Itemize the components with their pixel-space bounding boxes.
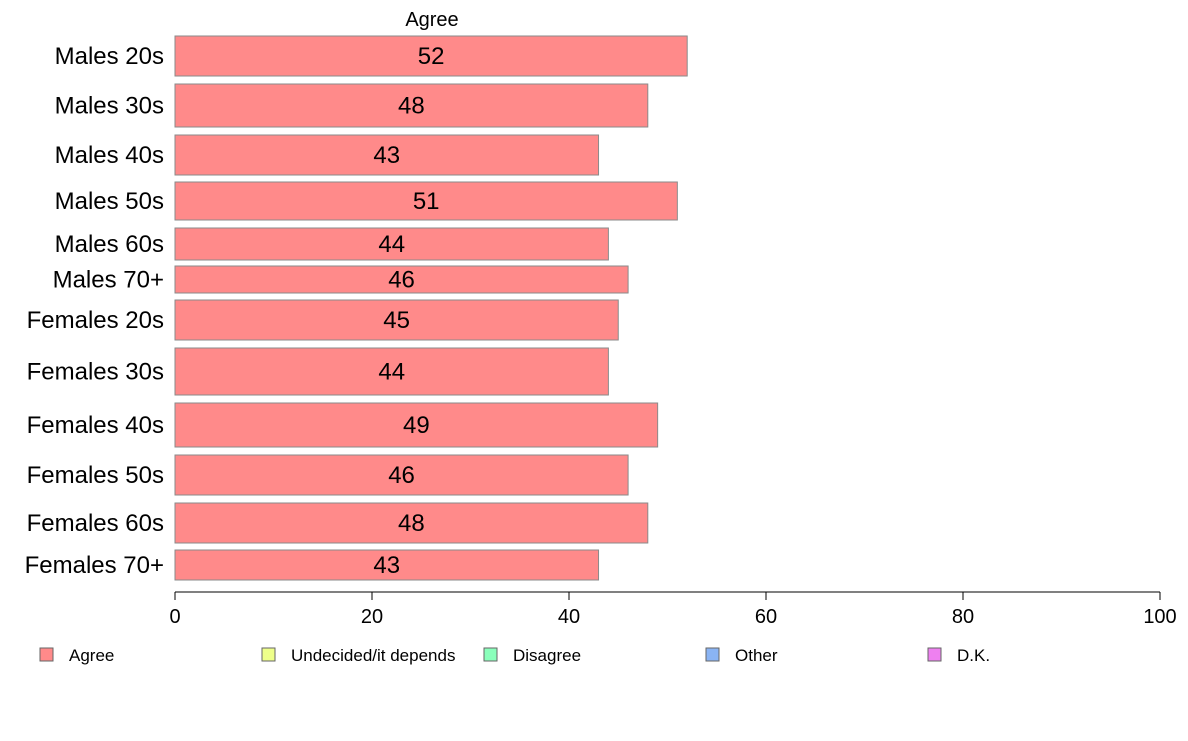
legend-label-1: Undecided/it depends [291, 646, 455, 665]
legend-label-3: Other [735, 646, 778, 665]
bar-4 [174, 227, 609, 261]
legend-swatch-3 [705, 647, 720, 662]
category-label-8: Females 40s [27, 412, 164, 439]
category-label-1: Males 30s [55, 93, 164, 120]
category-label-10: Females 60s [27, 510, 164, 537]
category-label-9: Females 50s [27, 462, 164, 489]
legend-swatch-1 [261, 647, 276, 662]
bar-7 [174, 347, 609, 396]
legend-swatch-4 [927, 647, 942, 662]
bar-10 [174, 502, 649, 544]
x-tick-label-4: 80 [952, 606, 974, 628]
bar-11 [174, 549, 600, 581]
bar-value-label-1: 48 [398, 93, 425, 120]
category-label-6: Females 20s [27, 307, 164, 334]
chart-title: Agree [405, 9, 458, 31]
bar-6 [174, 299, 619, 341]
category-label-2: Males 40s [55, 142, 164, 169]
bar-value-label-2: 43 [373, 142, 400, 169]
x-axis: 0 20 40 60 80 100 [169, 591, 1177, 628]
bars-group: 52 Males 20s 48 Males 30s 43 Males 40s 51 Males… [25, 35, 688, 581]
category-label-5: Males 70+ [53, 267, 164, 294]
bar-value-label-8: 49 [403, 412, 430, 439]
x-tick-label-2: 40 [558, 606, 580, 628]
category-label-4: Males 60s [55, 231, 164, 258]
category-label-0: Males 20s [55, 43, 164, 70]
bar-value-label-3: 51 [413, 188, 440, 215]
legend-swatch-2 [483, 647, 498, 662]
category-label-11: Females 70+ [25, 552, 164, 579]
x-tick-label-0: 0 [169, 606, 180, 628]
category-label-7: Females 30s [27, 359, 164, 386]
bar-3 [174, 181, 678, 221]
bar-value-label-7: 44 [378, 359, 405, 386]
legend-label-4: D.K. [957, 646, 990, 665]
bar-value-label-9: 46 [388, 462, 415, 489]
bar-value-label-6: 45 [383, 307, 410, 334]
bar-1 [174, 83, 649, 128]
bar-8 [174, 402, 659, 448]
bar-9 [174, 454, 629, 496]
category-label-3: Males 50s [55, 188, 164, 215]
x-tick-label-5: 100 [1143, 606, 1176, 628]
legend-swatch-0 [39, 647, 54, 662]
bar-value-label-4: 44 [378, 231, 405, 258]
bar-value-label-0: 52 [418, 43, 445, 70]
bar-0 [174, 35, 688, 77]
bar-2 [174, 134, 600, 176]
legend: Agree Undecided/it depends Disagree Other D.… [39, 646, 990, 665]
x-tick-label-3: 60 [755, 606, 777, 628]
bar-5 [174, 265, 629, 294]
legend-label-0: Agree [69, 646, 114, 665]
bar-value-label-11: 43 [373, 552, 400, 579]
bar-value-label-5: 46 [388, 267, 415, 294]
bar-value-label-10: 48 [398, 510, 425, 537]
legend-label-2: Disagree [513, 646, 581, 665]
x-tick-label-1: 20 [361, 606, 383, 628]
